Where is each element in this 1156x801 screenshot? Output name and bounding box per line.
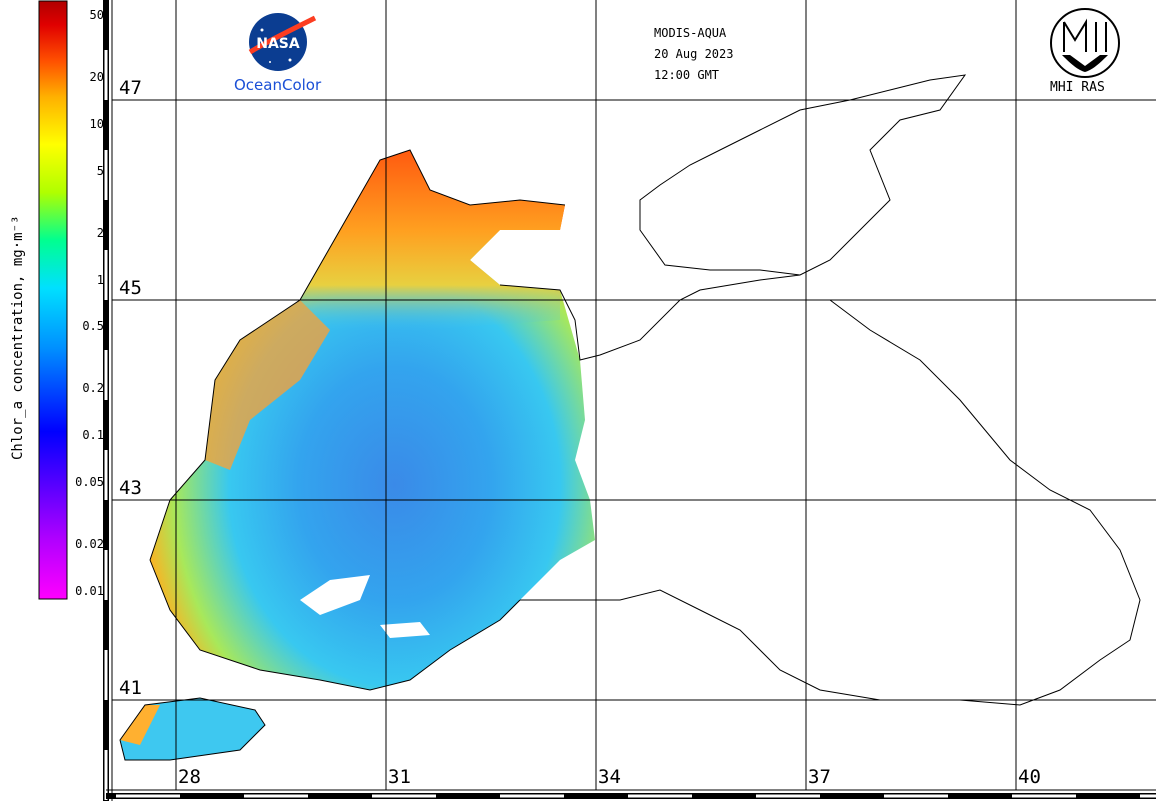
- lon-label: 40: [1018, 766, 1041, 788]
- colorbar-tick-label: 5: [96, 163, 104, 178]
- time-label: 12:00 GMT: [654, 68, 720, 82]
- nasa-logo: NASA: [248, 13, 317, 71]
- colorbar-tick-label: 0.01: [75, 584, 104, 598]
- colorbar-tick-label: 0.2: [82, 381, 104, 396]
- lon-label: 37: [808, 766, 831, 788]
- colorbar-tick-label: 0.5: [82, 319, 104, 334]
- colorbar-tick-label: 10: [89, 116, 104, 131]
- lon-label: 31: [388, 766, 411, 788]
- colorbar-title: Chlor_a concentration, mg·m⁻³: [10, 215, 26, 460]
- lat-label: 43: [119, 477, 142, 499]
- mhi-caption: MHI RAS: [1050, 80, 1105, 95]
- colorbar-tick-label: 1: [96, 272, 104, 287]
- chlorophyll-field: [120, 150, 595, 760]
- colorbar-tick-label: 0.02: [75, 537, 104, 552]
- lat-label: 41: [119, 677, 142, 699]
- lat-label: 45: [119, 277, 142, 299]
- colorbar-ticks: 50 20 10 5 2 1 0.5 0.2 0.1 0.05 0.02 0.01: [70, 0, 104, 601]
- date-label: 20 Aug 2023: [654, 47, 734, 61]
- colorbar-tick-label: 2: [96, 225, 104, 240]
- nasa-caption: OceanColor: [234, 76, 322, 94]
- colorbar-tick-label: 50: [89, 8, 104, 22]
- colorbar-tick-label: 0.1: [82, 428, 104, 443]
- lon-label: 28: [178, 766, 201, 788]
- colorbar-tick-label: 20: [89, 69, 104, 84]
- lon-label: 34: [598, 766, 621, 788]
- sensor-label: MODIS-AQUA: [654, 26, 727, 40]
- colorbar: [38, 0, 68, 600]
- graticule: [112, 0, 1156, 790]
- acquisition-info: MODIS-AQUA 20 Aug 2023 12:00 GMT: [654, 23, 733, 86]
- coastline: [119, 74, 1141, 761]
- svg-text:NASA: NASA: [256, 36, 300, 52]
- colorbar-tick-label: 0.05: [75, 475, 104, 490]
- mhi-logo: [1050, 8, 1120, 78]
- lat-label: 47: [119, 77, 142, 99]
